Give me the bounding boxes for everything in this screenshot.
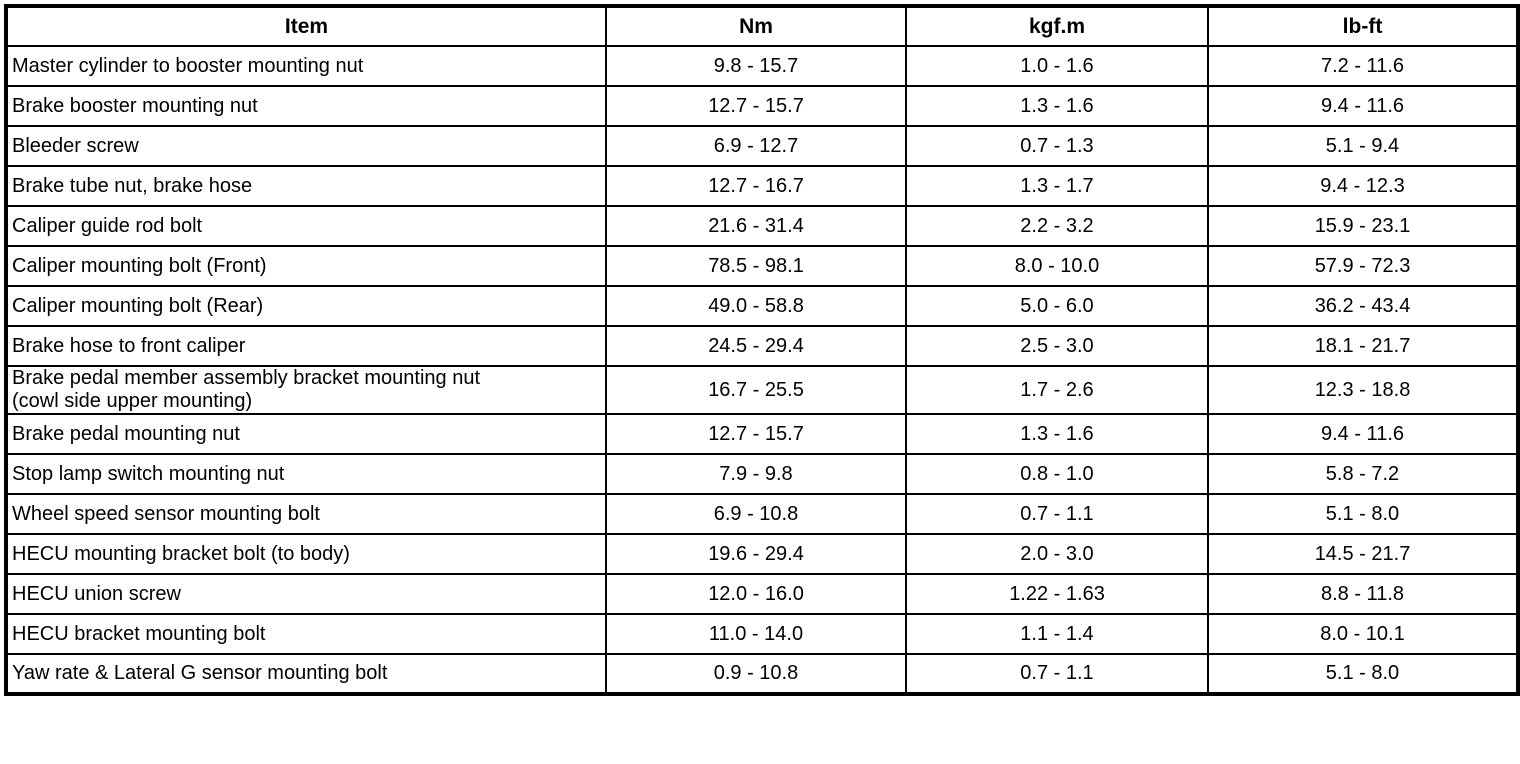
lbft-cell: 18.1 - 21.7 <box>1207 325 1519 367</box>
table-row: HECU mounting bracket bolt (to body) 19.6… <box>5 533 1519 575</box>
kgfm-cell: 1.1 - 1.4 <box>905 613 1209 655</box>
nm-cell: 12.7 - 15.7 <box>605 413 907 455</box>
kgfm-cell: 0.7 - 1.1 <box>905 653 1209 695</box>
nm-cell: 19.6 - 29.4 <box>605 533 907 575</box>
kgfm-cell: 5.0 - 6.0 <box>905 285 1209 327</box>
kgfm-cell: 1.3 - 1.6 <box>905 413 1209 455</box>
kgfm-cell: 2.0 - 3.0 <box>905 533 1209 575</box>
nm-cell: 9.8 - 15.7 <box>605 45 907 87</box>
nm-cell: 21.6 - 31.4 <box>605 205 907 247</box>
lbft-cell: 57.9 - 72.3 <box>1207 245 1519 287</box>
kgfm-cell: 1.3 - 1.7 <box>905 165 1209 207</box>
table-row: Brake booster mounting nut 12.7 - 15.7 1.3… <box>5 85 1519 127</box>
lbft-cell: 5.1 - 9.4 <box>1207 125 1519 167</box>
item-cell: HECU union screw <box>5 573 607 615</box>
nm-cell: 78.5 - 98.1 <box>605 245 907 287</box>
item-cell: Caliper mounting bolt (Front) <box>5 245 607 287</box>
nm-cell: 0.9 - 10.8 <box>605 653 907 695</box>
lbft-cell: 9.4 - 11.6 <box>1207 85 1519 127</box>
item-cell: Stop lamp switch mounting nut <box>5 453 607 495</box>
table-header: Item Nm kgf.m lb-ft <box>5 5 1519 47</box>
header-row: Item Nm kgf.m lb-ft <box>5 5 1519 47</box>
item-cell: Brake pedal member assembly bracket moun… <box>5 365 607 415</box>
kgfm-cell: 1.0 - 1.6 <box>905 45 1209 87</box>
lbft-cell: 5.1 - 8.0 <box>1207 653 1519 695</box>
table-row: Brake pedal mounting nut 12.7 - 15.7 1.3 -… <box>5 413 1519 455</box>
table-row: Brake pedal member assembly bracket moun… <box>5 365 1519 415</box>
kgfm-cell: 0.7 - 1.1 <box>905 493 1209 535</box>
nm-cell: 49.0 - 58.8 <box>605 285 907 327</box>
item-cell: Bleeder screw <box>5 125 607 167</box>
item-cell: Brake pedal mounting nut <box>5 413 607 455</box>
item-cell: Caliper guide rod bolt <box>5 205 607 247</box>
table-row: HECU union screw 12.0 - 16.0 1.22 - 1.63 8.… <box>5 573 1519 615</box>
lbft-cell: 9.4 - 12.3 <box>1207 165 1519 207</box>
table-row: Stop lamp switch mounting nut 7.9 - 9.8 0.… <box>5 453 1519 495</box>
kgfm-cell: 1.22 - 1.63 <box>905 573 1209 615</box>
lbft-cell: 8.8 - 11.8 <box>1207 573 1519 615</box>
nm-cell: 24.5 - 29.4 <box>605 325 907 367</box>
item-cell: HECU mounting bracket bolt (to body) <box>5 533 607 575</box>
nm-cell: 7.9 - 9.8 <box>605 453 907 495</box>
item-cell: Caliper mounting bolt (Rear) <box>5 285 607 327</box>
kgfm-cell: 1.3 - 1.6 <box>905 85 1209 127</box>
table-row: Caliper guide rod bolt 21.6 - 31.4 2.2 - 3… <box>5 205 1519 247</box>
table-row: Wheel speed sensor mounting bolt 6.9 - 10… <box>5 493 1519 535</box>
nm-cell: 12.0 - 16.0 <box>605 573 907 615</box>
kgfm-cell: 0.7 - 1.3 <box>905 125 1209 167</box>
lbft-cell: 9.4 - 11.6 <box>1207 413 1519 455</box>
kgfm-cell: 1.7 - 2.6 <box>905 365 1209 415</box>
nm-cell: 16.7 - 25.5 <box>605 365 907 415</box>
item-cell: Wheel speed sensor mounting bolt <box>5 493 607 535</box>
table-row: Brake tube nut, brake hose 12.7 - 16.7 1.3… <box>5 165 1519 207</box>
lbft-cell: 8.0 - 10.1 <box>1207 613 1519 655</box>
item-cell: Yaw rate & Lateral G sensor mounting bol… <box>5 653 607 695</box>
lbft-cell: 15.9 - 23.1 <box>1207 205 1519 247</box>
lbft-cell: 5.1 - 8.0 <box>1207 493 1519 535</box>
item-cell: HECU bracket mounting bolt <box>5 613 607 655</box>
torque-table-body: Master cylinder to booster mounting nut 9… <box>5 45 1519 695</box>
kgfm-cell: 8.0 - 10.0 <box>905 245 1209 287</box>
table-row: HECU bracket mounting bolt 11.0 - 14.0 1.1… <box>5 613 1519 655</box>
table-row: Master cylinder to booster mounting nut 9… <box>5 45 1519 87</box>
table-row: Yaw rate & Lateral G sensor mounting bol… <box>5 653 1519 695</box>
nm-cell: 12.7 - 16.7 <box>605 165 907 207</box>
torque-spec-table: Item Nm kgf.m lb-ft Master cylinder to b… <box>4 4 1520 696</box>
nm-cell: 6.9 - 12.7 <box>605 125 907 167</box>
nm-cell: 12.7 - 15.7 <box>605 85 907 127</box>
kgfm-cell: 0.8 - 1.0 <box>905 453 1209 495</box>
lbft-cell: 7.2 - 11.6 <box>1207 45 1519 87</box>
item-cell: Brake hose to front caliper <box>5 325 607 367</box>
kgfm-cell: 2.5 - 3.0 <box>905 325 1209 367</box>
table-row: Brake hose to front caliper 24.5 - 29.4 2.… <box>5 325 1519 367</box>
item-cell: Brake booster mounting nut <box>5 85 607 127</box>
item-cell: Brake tube nut, brake hose <box>5 165 607 207</box>
column-header-item: Item <box>5 5 607 47</box>
lbft-cell: 14.5 - 21.7 <box>1207 533 1519 575</box>
column-header-nm: Nm <box>605 5 907 47</box>
column-header-lbft: lb-ft <box>1207 5 1519 47</box>
nm-cell: 6.9 - 10.8 <box>605 493 907 535</box>
nm-cell: 11.0 - 14.0 <box>605 613 907 655</box>
item-cell: Master cylinder to booster mounting nut <box>5 45 607 87</box>
table-row: Caliper mounting bolt (Rear) 49.0 - 58.8 5… <box>5 285 1519 327</box>
lbft-cell: 36.2 - 43.4 <box>1207 285 1519 327</box>
column-header-kgfm: kgf.m <box>905 5 1209 47</box>
lbft-cell: 12.3 - 18.8 <box>1207 365 1519 415</box>
lbft-cell: 5.8 - 7.2 <box>1207 453 1519 495</box>
kgfm-cell: 2.2 - 3.2 <box>905 205 1209 247</box>
table-row: Caliper mounting bolt (Front) 78.5 - 98.1… <box>5 245 1519 287</box>
table-row: Bleeder screw 6.9 - 12.7 0.7 - 1.3 5.1 - 9.… <box>5 125 1519 167</box>
